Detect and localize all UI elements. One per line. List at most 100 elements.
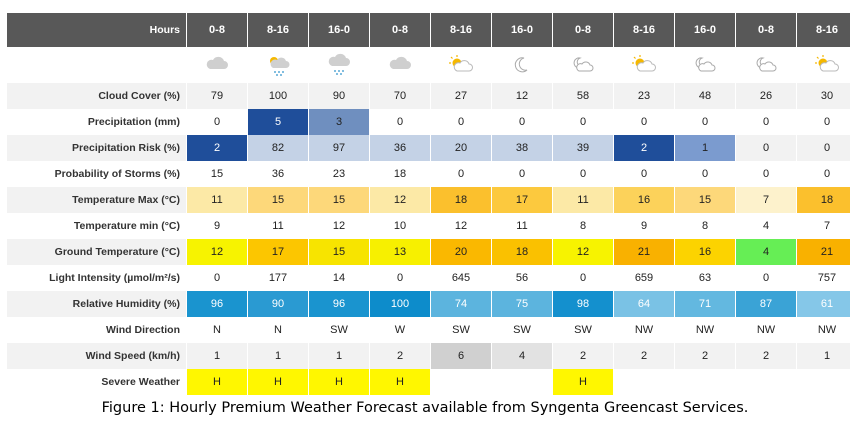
weather-icon-cell	[492, 47, 553, 83]
value-cell: NW	[736, 317, 797, 343]
data-row: Wind Speed (km/h) 1 1 1 2 6 4 2 2 2 2 1	[7, 343, 850, 369]
value-cell: 0	[736, 135, 797, 161]
column-header: 0-8	[553, 13, 614, 47]
value-cell: 0	[736, 109, 797, 135]
value-cell: 58	[553, 83, 614, 109]
value-cell: H	[553, 369, 614, 395]
data-row: Precipitation (mm) 0 5 3 0 0 0 0 0 0 0 0	[7, 109, 850, 135]
value-cell: 1	[309, 343, 370, 369]
value-cell: NW	[797, 317, 850, 343]
value-cell: 1	[248, 343, 309, 369]
weather-icon-cell	[614, 47, 675, 83]
value-cell: H	[248, 369, 309, 395]
value-cell: 90	[309, 83, 370, 109]
value-cell: W	[370, 317, 431, 343]
value-cell: 11	[187, 187, 248, 213]
value-cell: 2	[370, 343, 431, 369]
weather-icon-cell	[370, 47, 431, 83]
column-header: 16-0	[309, 13, 370, 47]
value-cell: 13	[370, 239, 431, 265]
value-cell: 15	[309, 239, 370, 265]
value-cell: 12	[370, 187, 431, 213]
value-cell: 4	[736, 213, 797, 239]
data-row: Severe Weather H H H H H	[7, 369, 850, 395]
row-label: Severe Weather	[7, 369, 187, 395]
sun-cloud-rain-icon	[263, 53, 293, 77]
value-cell: NW	[675, 317, 736, 343]
value-cell: 30	[797, 83, 850, 109]
value-cell: 64	[614, 291, 675, 317]
value-cell: 2	[553, 343, 614, 369]
value-cell: 757	[797, 265, 850, 291]
value-cell: 0	[736, 265, 797, 291]
row-label: Temperature Max (°C)	[7, 187, 187, 213]
value-cell: 2	[675, 343, 736, 369]
value-cell: 1	[797, 343, 850, 369]
value-cell: 20	[431, 239, 492, 265]
value-cell: 0	[187, 109, 248, 135]
row-label: Wind Direction	[7, 317, 187, 343]
weather-icon-row	[7, 47, 850, 83]
value-cell: SW	[553, 317, 614, 343]
value-cell: 23	[614, 83, 675, 109]
weather-icon-cell	[553, 47, 614, 83]
column-header: 8-16	[614, 13, 675, 47]
value-cell: 100	[370, 291, 431, 317]
row-label: Relative Humidity (%)	[7, 291, 187, 317]
sun-cloud-icon	[446, 53, 476, 77]
value-cell: 36	[248, 161, 309, 187]
value-cell: H	[309, 369, 370, 395]
value-cell: 61	[797, 291, 850, 317]
data-row: Relative Humidity (%) 96 90 96 100 74 75 98 64 71…	[7, 291, 850, 317]
cloud-rain-icon	[324, 53, 354, 77]
value-cell: 96	[187, 291, 248, 317]
value-cell: 82	[248, 135, 309, 161]
column-header: 0-8	[370, 13, 431, 47]
value-cell: 0	[614, 109, 675, 135]
row-label: Wind Speed (km/h)	[7, 343, 187, 369]
value-cell: 11	[553, 187, 614, 213]
value-cell: 9	[614, 213, 675, 239]
column-header: 0-8	[736, 13, 797, 47]
value-cell: 36	[370, 135, 431, 161]
value-cell: 90	[248, 291, 309, 317]
value-cell: 5	[248, 109, 309, 135]
value-cell	[492, 369, 553, 395]
value-cell	[431, 369, 492, 395]
value-cell: 9	[187, 213, 248, 239]
value-cell: 87	[736, 291, 797, 317]
value-cell: 18	[492, 239, 553, 265]
value-cell: 17	[492, 187, 553, 213]
value-cell: 70	[370, 83, 431, 109]
value-cell: 1	[675, 135, 736, 161]
value-cell	[736, 369, 797, 395]
weather-icon-cell	[248, 47, 309, 83]
value-cell: 11	[492, 213, 553, 239]
value-cell: 0	[675, 161, 736, 187]
value-cell: 4	[492, 343, 553, 369]
data-row: Wind Direction N N SW W SW SW SW NW NW NW NW	[7, 317, 850, 343]
value-cell: SW	[431, 317, 492, 343]
value-cell: 98	[553, 291, 614, 317]
data-row: Probability of Storms (%) 15 36 23 18 0 0 0 0 0 0 0	[7, 161, 850, 187]
value-cell: 74	[431, 291, 492, 317]
value-cell	[614, 369, 675, 395]
value-cell: 12	[492, 83, 553, 109]
row-label: Cloud Cover (%)	[7, 83, 187, 109]
value-cell: 0	[187, 265, 248, 291]
value-cell: 2	[614, 343, 675, 369]
cloud-icon	[202, 53, 232, 77]
moon-icon	[507, 53, 537, 77]
value-cell: 15	[187, 161, 248, 187]
value-cell: N	[248, 317, 309, 343]
weather-icon-cell	[736, 47, 797, 83]
value-cell: 63	[675, 265, 736, 291]
icon-row-label	[7, 47, 187, 83]
value-cell: 26	[736, 83, 797, 109]
column-header: 8-16	[431, 13, 492, 47]
value-cell: 12	[553, 239, 614, 265]
value-cell: 79	[187, 83, 248, 109]
value-cell: 48	[675, 83, 736, 109]
value-cell: 18	[370, 161, 431, 187]
moon-cloud-icon	[568, 53, 598, 77]
